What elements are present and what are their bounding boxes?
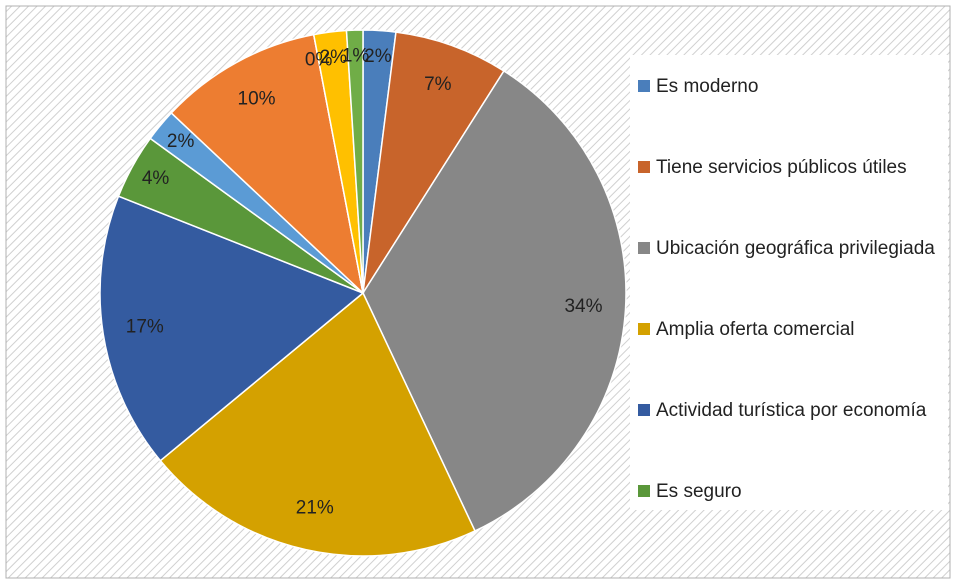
data-label: 21% xyxy=(296,498,334,519)
data-labels: 2%7%34%21%17%4%2%10%0%2%1% xyxy=(126,45,603,518)
pie-slice xyxy=(99,195,365,462)
legend-swatch xyxy=(638,80,650,92)
legend-swatch xyxy=(638,161,650,173)
legend-label: Es seguro xyxy=(656,481,742,502)
legend-swatch xyxy=(638,242,650,254)
legend-swatch xyxy=(638,323,650,335)
pie-slice xyxy=(170,33,365,296)
legend-label: Actividad turística por economía xyxy=(656,400,927,421)
data-label: 2% xyxy=(320,47,348,68)
pie xyxy=(99,29,627,557)
legend-swatch xyxy=(638,485,650,497)
legend-item: Actividad turística por economía xyxy=(636,397,956,424)
legend-label: Amplia oferta comercial xyxy=(656,319,855,340)
data-label: 34% xyxy=(564,296,602,317)
legend-label: Ubicación geográfica privilegiada xyxy=(656,238,935,259)
data-label: 17% xyxy=(126,317,164,338)
data-label: 0% xyxy=(305,50,333,71)
legend-label: Tiene servicios públicos útiles xyxy=(656,157,907,178)
legend-label: Es moderno xyxy=(656,76,759,97)
legend-item: Es seguro xyxy=(636,478,956,505)
legend-item: Amplia oferta comercial xyxy=(636,316,956,343)
legend-swatch xyxy=(638,404,650,416)
pie-slice xyxy=(345,29,364,294)
data-label: 2% xyxy=(364,46,392,67)
legend-item: Es moderno xyxy=(636,73,956,100)
data-label: 2% xyxy=(167,131,195,152)
data-label: 4% xyxy=(142,168,170,189)
data-label: 1% xyxy=(342,45,370,66)
legend: Es moderno Tiene servicios públicos útile… xyxy=(630,55,948,510)
legend-item: Tiene servicios públicos útiles xyxy=(636,154,956,181)
data-label: 10% xyxy=(238,88,276,109)
pie-slice xyxy=(362,69,627,532)
pie-slice xyxy=(159,291,476,557)
legend-item: Ubicación geográfica privilegiada xyxy=(636,235,956,262)
pie-slice xyxy=(362,31,505,294)
data-label: 7% xyxy=(424,74,452,95)
